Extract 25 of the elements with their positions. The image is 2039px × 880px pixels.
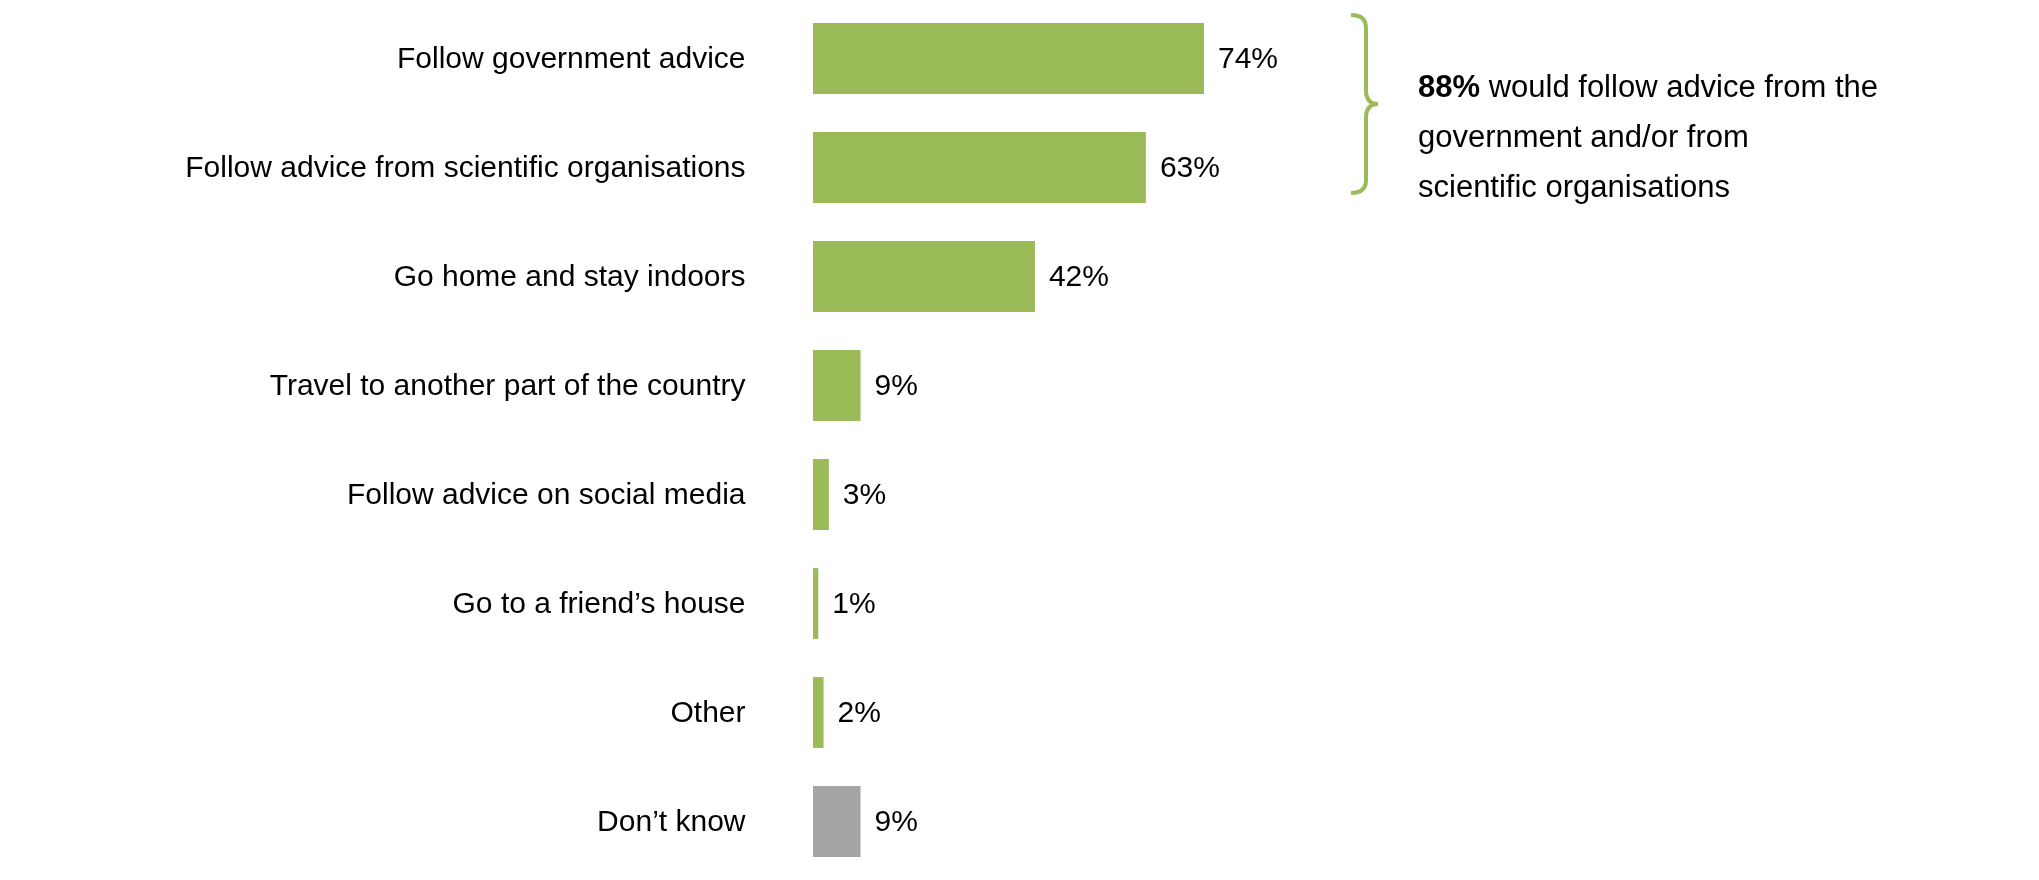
bar [813, 350, 861, 421]
bar [813, 132, 1146, 203]
bar [813, 786, 861, 857]
y-tick-label: Don’t know [597, 803, 746, 837]
data-label: 63% [1159, 149, 1220, 183]
data-label: 3% [842, 476, 887, 510]
y-tick-label: Follow government advice [396, 40, 746, 74]
data-label: 1% [832, 585, 876, 619]
bar [813, 241, 1035, 312]
bar [813, 23, 1204, 94]
data-label: 42% [1048, 258, 1109, 292]
bar [813, 459, 829, 530]
bar [813, 677, 824, 748]
text: 88% would follow advice from the government and/or from scientific organisations [1418, 68, 1879, 206]
y-tick-label: Other [670, 694, 746, 728]
data-label: 2% [837, 694, 881, 728]
y-tick-label: Follow advice from scientific organisations [185, 149, 746, 183]
y-tick-label: Follow advice on social media [346, 476, 746, 510]
data-label: 74% [1218, 40, 1279, 74]
y-tick-label: Travel to another part of the country [269, 367, 746, 401]
data-label: 9% [874, 803, 918, 837]
y-tick-label: Go home and stay indoors [393, 258, 746, 292]
bar [813, 568, 819, 639]
y-tick-label: Go to a friend’s house [452, 585, 746, 619]
data-label: 9% [874, 367, 918, 401]
